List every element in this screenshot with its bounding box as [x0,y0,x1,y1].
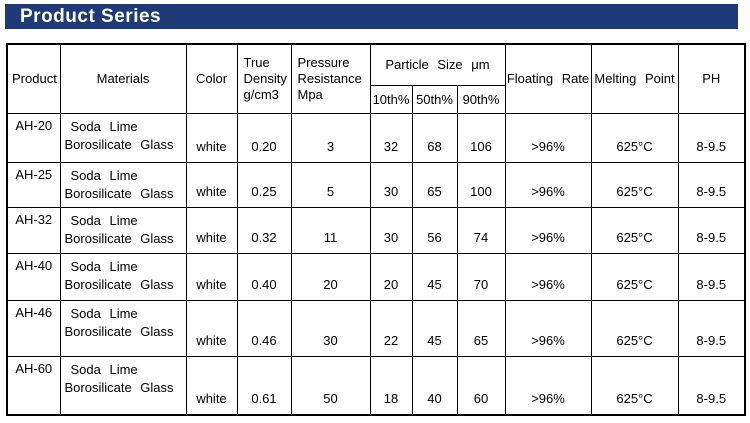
particle-50th-cell: 56 [411,206,458,254]
density-cell: 0.46 [236,299,292,357]
pressure-cell: 3 [290,112,371,163]
particle-50th-cell: 45 [411,252,458,301]
floating-rate-cell: >96% [504,112,592,163]
color-cell: white [185,299,238,357]
materials-cell: Soda Lime Borosilicate Glass [59,112,187,163]
color-cell: white [185,112,238,163]
floating-rate-cell: >96% [504,252,592,301]
melting-point-cell: 625°C [590,206,679,254]
particle-10th-cell: 22 [369,299,413,357]
product-cell: AH-40 [6,252,61,301]
header-materials: Materials [59,43,187,114]
header-ph: PH [677,43,746,114]
particle-90th-cell: 65 [456,299,506,357]
density-cell: 0.40 [236,252,292,301]
density-cell: 0.20 [236,112,292,163]
particle-90th-cell: 60 [456,355,506,416]
melting-point-cell: 625°C [590,299,679,357]
melting-point-cell: 625°C [590,112,679,163]
header-particle-90th: 90th% [456,84,506,114]
melting-point-cell: 625°C [590,252,679,301]
floating-rate-cell: >96% [504,355,592,416]
header-color: Color [185,43,238,114]
product-cell: AH-46 [6,299,61,357]
particle-90th-cell: 106 [456,112,506,163]
materials-cell: Soda Lime Borosilicate Glass [59,252,187,301]
header-true-density: True Density g/cm3 [236,43,292,114]
density-cell: 0.25 [236,161,292,208]
header-pressure-resistance: Pressure Resistance Mpa [290,43,371,114]
color-cell: white [185,206,238,254]
ph-cell: 8-9.5 [677,206,746,254]
ph-cell: 8-9.5 [677,161,746,208]
materials-cell: Soda Lime Borosilicate Glass [59,206,187,254]
density-cell: 0.32 [236,206,292,254]
pressure-cell: 30 [290,299,371,357]
materials-cell: Soda Lime Borosilicate Glass [59,299,187,357]
ph-cell: 8-9.5 [677,355,746,416]
particle-10th-cell: 32 [369,112,413,163]
product-cell: AH-32 [6,206,61,254]
header-product: Product [6,43,61,114]
page-title: Product Series [20,6,162,27]
table-row: AH-25 Soda Lime Borosilicate Glass white… [6,161,746,208]
pressure-cell: 50 [290,355,371,416]
floating-rate-cell: >96% [504,161,592,208]
pressure-cell: 11 [290,206,371,254]
ph-cell: 8-9.5 [677,112,746,163]
particle-50th-cell: 40 [411,355,458,416]
header-particle-size: Particle Size μm [369,43,506,86]
materials-cell: Soda Lime Borosilicate Glass [59,161,187,208]
ph-cell: 8-9.5 [677,299,746,357]
header-particle-10th: 10th% [369,84,413,114]
pressure-cell: 5 [290,161,371,208]
particle-10th-cell: 18 [369,355,413,416]
melting-point-cell: 625°C [590,355,679,416]
pressure-cell: 20 [290,252,371,301]
section-title-banner: Product Series [5,4,738,29]
product-spec-table: Product Materials Color True Density g/c… [6,43,746,416]
table-row: AH-40 Soda Lime Borosilicate Glass white… [6,252,746,301]
floating-rate-cell: >96% [504,299,592,357]
product-cell: AH-25 [6,161,61,208]
header-floating-rate: Floating Rate [504,43,592,114]
color-cell: white [185,161,238,208]
melting-point-cell: 625°C [590,161,679,208]
table-row: AH-46 Soda Lime Borosilicate Glass white… [6,299,746,357]
particle-50th-cell: 45 [411,299,458,357]
table-row: AH-20 Soda Lime Borosilicate Glass white… [6,112,746,163]
density-cell: 0.61 [236,355,292,416]
particle-50th-cell: 65 [411,161,458,208]
header-particle-50th: 50th% [411,84,458,114]
particle-50th-cell: 68 [411,112,458,163]
particle-10th-cell: 20 [369,252,413,301]
particle-90th-cell: 70 [456,252,506,301]
table-row: AH-60 Soda Lime Borosilicate Glass white… [6,355,746,416]
materials-cell: Soda Lime Borosilicate Glass [59,355,187,416]
floating-rate-cell: >96% [504,206,592,254]
table-row: AH-32 Soda Lime Borosilicate Glass white… [6,206,746,254]
product-cell: AH-20 [6,112,61,163]
color-cell: white [185,252,238,301]
ph-cell: 8-9.5 [677,252,746,301]
product-cell: AH-60 [6,355,61,416]
color-cell: white [185,355,238,416]
particle-10th-cell: 30 [369,161,413,208]
header-melting-point: Melting Point [590,43,679,114]
particle-10th-cell: 30 [369,206,413,254]
particle-90th-cell: 74 [456,206,506,254]
particle-90th-cell: 100 [456,161,506,208]
